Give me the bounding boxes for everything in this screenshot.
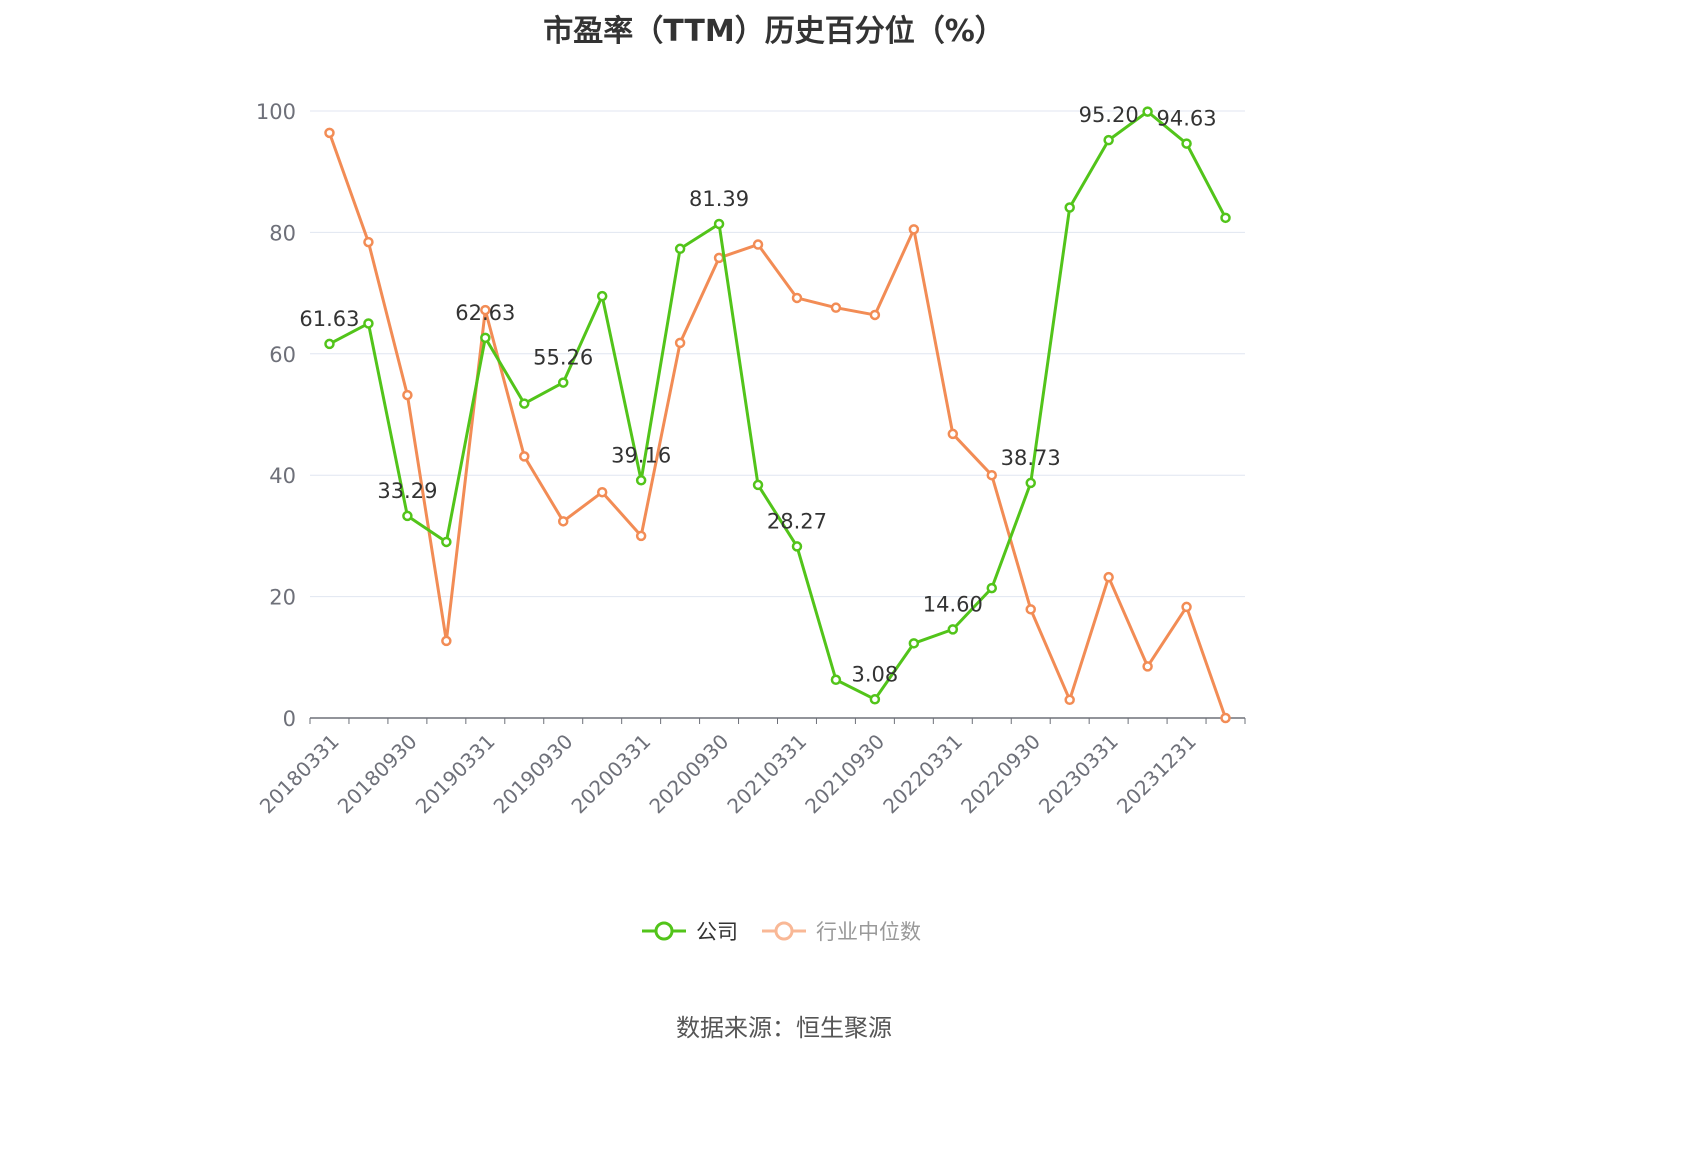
data-label-company: 95.20 xyxy=(1079,103,1139,127)
data-label-company: 81.39 xyxy=(689,187,749,211)
point-company xyxy=(480,332,491,344)
x-tick-label: 20220331 xyxy=(878,729,967,818)
point-company xyxy=(791,541,803,552)
point-industry-median xyxy=(752,239,764,250)
data-label-company: 94.63 xyxy=(1157,107,1217,131)
y-tick-label: 40 xyxy=(269,464,296,488)
data-label-company: 61.63 xyxy=(299,307,359,331)
point-industry-median xyxy=(947,428,959,440)
x-tick-label: 20231231 xyxy=(1112,729,1201,818)
point-company xyxy=(596,290,608,302)
point-industry-median xyxy=(1142,661,1153,672)
point-industry-median xyxy=(596,486,608,498)
data-label-company: 33.29 xyxy=(377,479,437,503)
x-tick-label: 20210331 xyxy=(722,729,811,818)
point-industry-median xyxy=(869,309,881,321)
point-industry-median xyxy=(986,469,998,481)
x-tick-label: 20210930 xyxy=(800,729,889,818)
y-tick-label: 80 xyxy=(269,221,296,245)
point-industry-median xyxy=(1181,601,1192,613)
point-industry-median xyxy=(557,516,569,527)
legend-item-company[interactable]: 公司 xyxy=(640,916,738,946)
point-company xyxy=(986,582,998,594)
point-company xyxy=(1181,138,1192,149)
point-company xyxy=(674,243,686,255)
legend-marker-industry-icon xyxy=(762,921,806,941)
point-industry-median xyxy=(1103,571,1114,583)
data-label-company: 3.08 xyxy=(852,662,899,686)
point-company xyxy=(830,674,842,686)
point-industry-median xyxy=(402,389,413,401)
point-company xyxy=(363,318,374,329)
legend: 公司 行业中位数 xyxy=(640,916,921,946)
point-industry-median xyxy=(674,337,686,349)
legend-item-industry-median[interactable]: 行业中位数 xyxy=(760,916,921,946)
data-label-company: 28.27 xyxy=(767,509,827,533)
point-company xyxy=(402,510,413,522)
point-industry-median xyxy=(1064,694,1075,706)
data-label-company: 39.16 xyxy=(611,443,671,467)
y-tick-label: 0 xyxy=(283,707,296,731)
point-industry-median xyxy=(480,304,491,316)
data-label-company: 14.60 xyxy=(923,592,983,616)
point-company xyxy=(752,479,764,491)
x-tick-label: 20180930 xyxy=(333,729,422,818)
point-industry-median xyxy=(324,127,335,139)
x-tick-label: 20190930 xyxy=(489,729,578,818)
point-company xyxy=(1142,106,1153,117)
data-label-company: 55.26 xyxy=(533,346,593,370)
point-industry-median xyxy=(908,224,920,235)
data-source: 数据来源：恒生聚源 xyxy=(676,1014,892,1042)
point-industry-median xyxy=(1220,712,1231,724)
point-industry-median xyxy=(1025,604,1036,615)
point-company xyxy=(441,536,452,548)
point-company xyxy=(324,338,335,350)
point-industry-median xyxy=(635,530,647,542)
y-tick-label: 60 xyxy=(269,343,296,367)
series-line-company xyxy=(328,110,1227,701)
point-company xyxy=(1025,477,1036,489)
data-labels: 61.63 33.29 62.63 55.26 39.16 81.39 28.27 3.08 1… xyxy=(299,103,1216,686)
x-tick-label: 20180331 xyxy=(255,729,344,818)
x-tick-label: 20220930 xyxy=(956,729,1045,818)
point-company xyxy=(1064,202,1075,213)
x-tick-label: 20200331 xyxy=(566,729,655,818)
point-company xyxy=(869,694,881,705)
point-industry-median xyxy=(519,451,530,462)
point-company xyxy=(519,398,530,409)
data-label-company: 62.63 xyxy=(455,301,515,325)
point-industry-median xyxy=(791,292,803,304)
axes: 0 20 40 60 80 100 2018033120180930201903312019… xyxy=(255,100,1246,818)
point-company xyxy=(557,377,569,388)
point-industry-median xyxy=(830,302,842,313)
point-industry-median xyxy=(363,236,374,248)
series-lines xyxy=(324,106,1231,724)
legend-marker-company-icon xyxy=(642,921,686,941)
point-company xyxy=(635,475,647,486)
y-tick-label: 100 xyxy=(256,100,296,124)
x-tick-label: 20200930 xyxy=(644,729,733,818)
point-company xyxy=(1220,212,1231,224)
series-line-industry-median xyxy=(328,132,1227,719)
y-tick-label: 20 xyxy=(269,586,296,610)
point-industry-median xyxy=(713,252,725,264)
point-company xyxy=(1103,134,1114,146)
x-tick-label: 20190331 xyxy=(411,729,500,818)
chart-title: 市盈率（TTM）历史百分位（%） xyxy=(543,14,1005,49)
data-label-company: 38.73 xyxy=(1001,446,1061,470)
legend-label-company: 公司 xyxy=(696,920,738,944)
legend-label-industry-median: 行业中位数 xyxy=(816,920,921,944)
point-company xyxy=(908,638,920,649)
x-tick-label: 20230331 xyxy=(1034,729,1123,818)
point-company xyxy=(713,218,725,230)
point-company xyxy=(947,624,959,635)
point-industry-median xyxy=(441,635,452,647)
